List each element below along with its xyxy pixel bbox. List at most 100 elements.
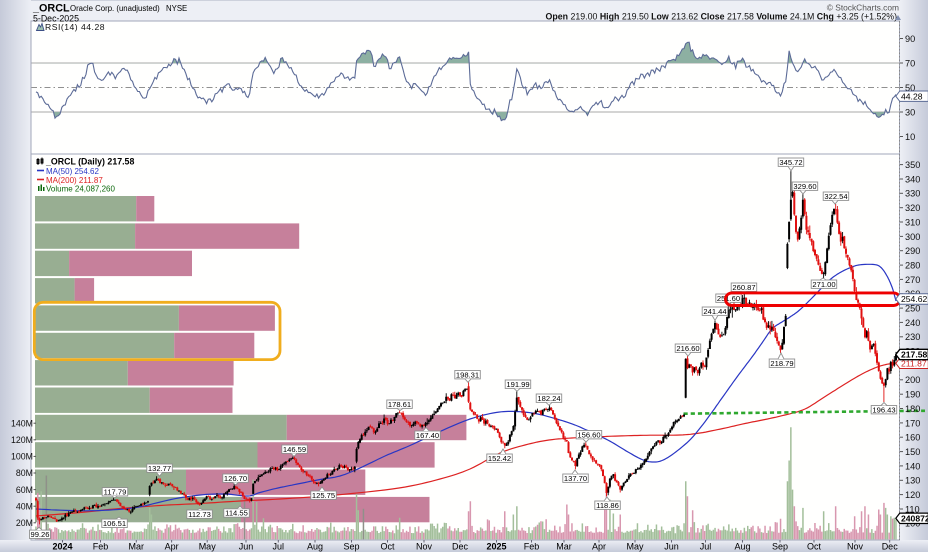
svg-text:Open 219.00 High 219.50 Low 21: Open 219.00 High 219.50 Low 213.62 Close… xyxy=(546,12,898,22)
svg-text:340: 340 xyxy=(905,174,920,184)
svg-text:270: 270 xyxy=(905,275,920,285)
svg-text:Feb: Feb xyxy=(524,542,540,552)
svg-text:100M: 100M xyxy=(11,452,33,462)
svg-text:190: 190 xyxy=(905,390,920,400)
svg-text:117.79: 117.79 xyxy=(104,488,127,497)
svg-text:70: 70 xyxy=(905,58,915,68)
svg-text:Aug: Aug xyxy=(307,542,323,552)
svg-text:140M: 140M xyxy=(11,418,33,428)
svg-text:Mar: Mar xyxy=(556,542,572,552)
svg-text:Oct: Oct xyxy=(380,542,395,552)
svg-text:160: 160 xyxy=(905,433,920,443)
svg-text:2024: 2024 xyxy=(52,542,72,552)
svg-text:146.59: 146.59 xyxy=(283,445,306,454)
svg-text:271.00: 271.00 xyxy=(812,280,835,289)
svg-text:120M: 120M xyxy=(11,435,33,445)
svg-text:May: May xyxy=(199,542,217,552)
svg-text:137.70: 137.70 xyxy=(564,474,587,483)
svg-text:350: 350 xyxy=(905,160,920,170)
svg-text:110: 110 xyxy=(905,504,920,514)
svg-text:200: 200 xyxy=(905,375,920,385)
svg-text:240: 240 xyxy=(905,318,920,328)
svg-text:80M: 80M xyxy=(16,468,33,478)
svg-text:Jun: Jun xyxy=(664,542,679,552)
svg-text:118.86: 118.86 xyxy=(596,501,619,510)
svg-text:120: 120 xyxy=(905,490,920,500)
svg-text:MA(200) 211.87: MA(200) 211.87 xyxy=(46,176,103,185)
svg-text:Jul: Jul xyxy=(273,542,285,552)
svg-text:178.61: 178.61 xyxy=(388,400,411,409)
svg-text:330: 330 xyxy=(905,189,920,199)
svg-text:322.54: 322.54 xyxy=(824,192,847,201)
svg-text:290: 290 xyxy=(905,246,920,256)
svg-text:260.87: 260.87 xyxy=(732,283,755,292)
svg-text:Dec: Dec xyxy=(452,542,469,552)
svg-text:50: 50 xyxy=(905,83,915,93)
svg-text:329.60: 329.60 xyxy=(793,182,816,191)
svg-text:320: 320 xyxy=(905,203,920,213)
svg-text:250: 250 xyxy=(905,304,920,314)
svg-text:20M: 20M xyxy=(16,518,33,528)
svg-text:60M: 60M xyxy=(16,485,33,495)
svg-text:345.72: 345.72 xyxy=(779,158,802,167)
svg-text:Mar: Mar xyxy=(129,542,145,552)
svg-text:90: 90 xyxy=(905,34,915,44)
svg-text:2408726: 2408726 xyxy=(901,514,928,524)
svg-text:156.60: 156.60 xyxy=(577,430,600,439)
svg-text:300: 300 xyxy=(905,232,920,242)
svg-text:241.44: 241.44 xyxy=(703,307,726,316)
svg-text:114.55: 114.55 xyxy=(225,509,248,518)
svg-text:Oracle Corp. (unadjusted): Oracle Corp. (unadjusted) xyxy=(70,4,160,13)
svg-text:152.42: 152.42 xyxy=(488,454,511,463)
svg-text:254.62: 254.62 xyxy=(901,294,928,304)
svg-text:Apr: Apr xyxy=(592,542,606,552)
svg-text:198.31: 198.31 xyxy=(456,370,479,379)
svg-text:180: 180 xyxy=(905,404,920,414)
svg-text:44.28: 44.28 xyxy=(901,91,923,101)
svg-text:150: 150 xyxy=(905,447,920,457)
svg-text:Dec: Dec xyxy=(882,542,899,552)
svg-text:Volume 24,087,260: Volume 24,087,260 xyxy=(46,185,115,194)
svg-text:Jul: Jul xyxy=(700,542,712,552)
svg-text:Jun: Jun xyxy=(239,542,254,552)
svg-text:211.87: 211.87 xyxy=(901,359,927,369)
svg-text:MA(50) 254.62: MA(50) 254.62 xyxy=(46,167,99,176)
svg-text:125.75: 125.75 xyxy=(312,491,335,500)
svg-text:218.79: 218.79 xyxy=(770,359,793,368)
svg-text:RSI(14) 44.28: RSI(14) 44.28 xyxy=(45,22,105,32)
svg-text:Nov: Nov xyxy=(847,542,864,552)
svg-text:170: 170 xyxy=(905,418,920,428)
svg-text:40M: 40M xyxy=(16,501,33,511)
svg-text:167.40: 167.40 xyxy=(416,431,439,440)
svg-text:Nov: Nov xyxy=(416,542,433,552)
svg-text:Sep: Sep xyxy=(343,542,359,552)
svg-text:© StockCharts.com: © StockCharts.com xyxy=(827,3,899,13)
svg-text:5-Dec-2025: 5-Dec-2025 xyxy=(33,14,79,24)
svg-text:2025: 2025 xyxy=(486,542,506,552)
svg-text:Feb: Feb xyxy=(93,542,109,552)
svg-text:216.60: 216.60 xyxy=(676,344,699,353)
svg-text:217.58: 217.58 xyxy=(901,350,928,360)
svg-text:30: 30 xyxy=(905,107,915,117)
svg-text:310: 310 xyxy=(905,217,920,227)
svg-text:_ORCL (Daily) 217.58: _ORCL (Daily) 217.58 xyxy=(45,156,134,166)
svg-text:140: 140 xyxy=(905,461,920,471)
svg-text:251.60: 251.60 xyxy=(717,294,740,303)
svg-text:280: 280 xyxy=(905,261,920,271)
svg-text:99.26: 99.26 xyxy=(30,530,49,539)
svg-text:Oct: Oct xyxy=(807,542,822,552)
svg-text:NYSE: NYSE xyxy=(166,4,187,13)
svg-text:130: 130 xyxy=(905,476,920,486)
svg-text:106.51: 106.51 xyxy=(103,519,126,528)
svg-text:May: May xyxy=(626,542,644,552)
svg-text:Sep: Sep xyxy=(772,542,788,552)
svg-text:182.24: 182.24 xyxy=(537,394,560,403)
svg-text:10: 10 xyxy=(905,132,915,142)
svg-text:_ORCL: _ORCL xyxy=(32,3,70,15)
svg-text:Aug: Aug xyxy=(734,542,750,552)
svg-text:126.70: 126.70 xyxy=(224,474,247,483)
svg-text:132.77: 132.77 xyxy=(148,464,171,473)
svg-text:230: 230 xyxy=(905,332,920,342)
svg-text:196.43: 196.43 xyxy=(872,405,895,414)
svg-text:191.99: 191.99 xyxy=(506,380,529,389)
